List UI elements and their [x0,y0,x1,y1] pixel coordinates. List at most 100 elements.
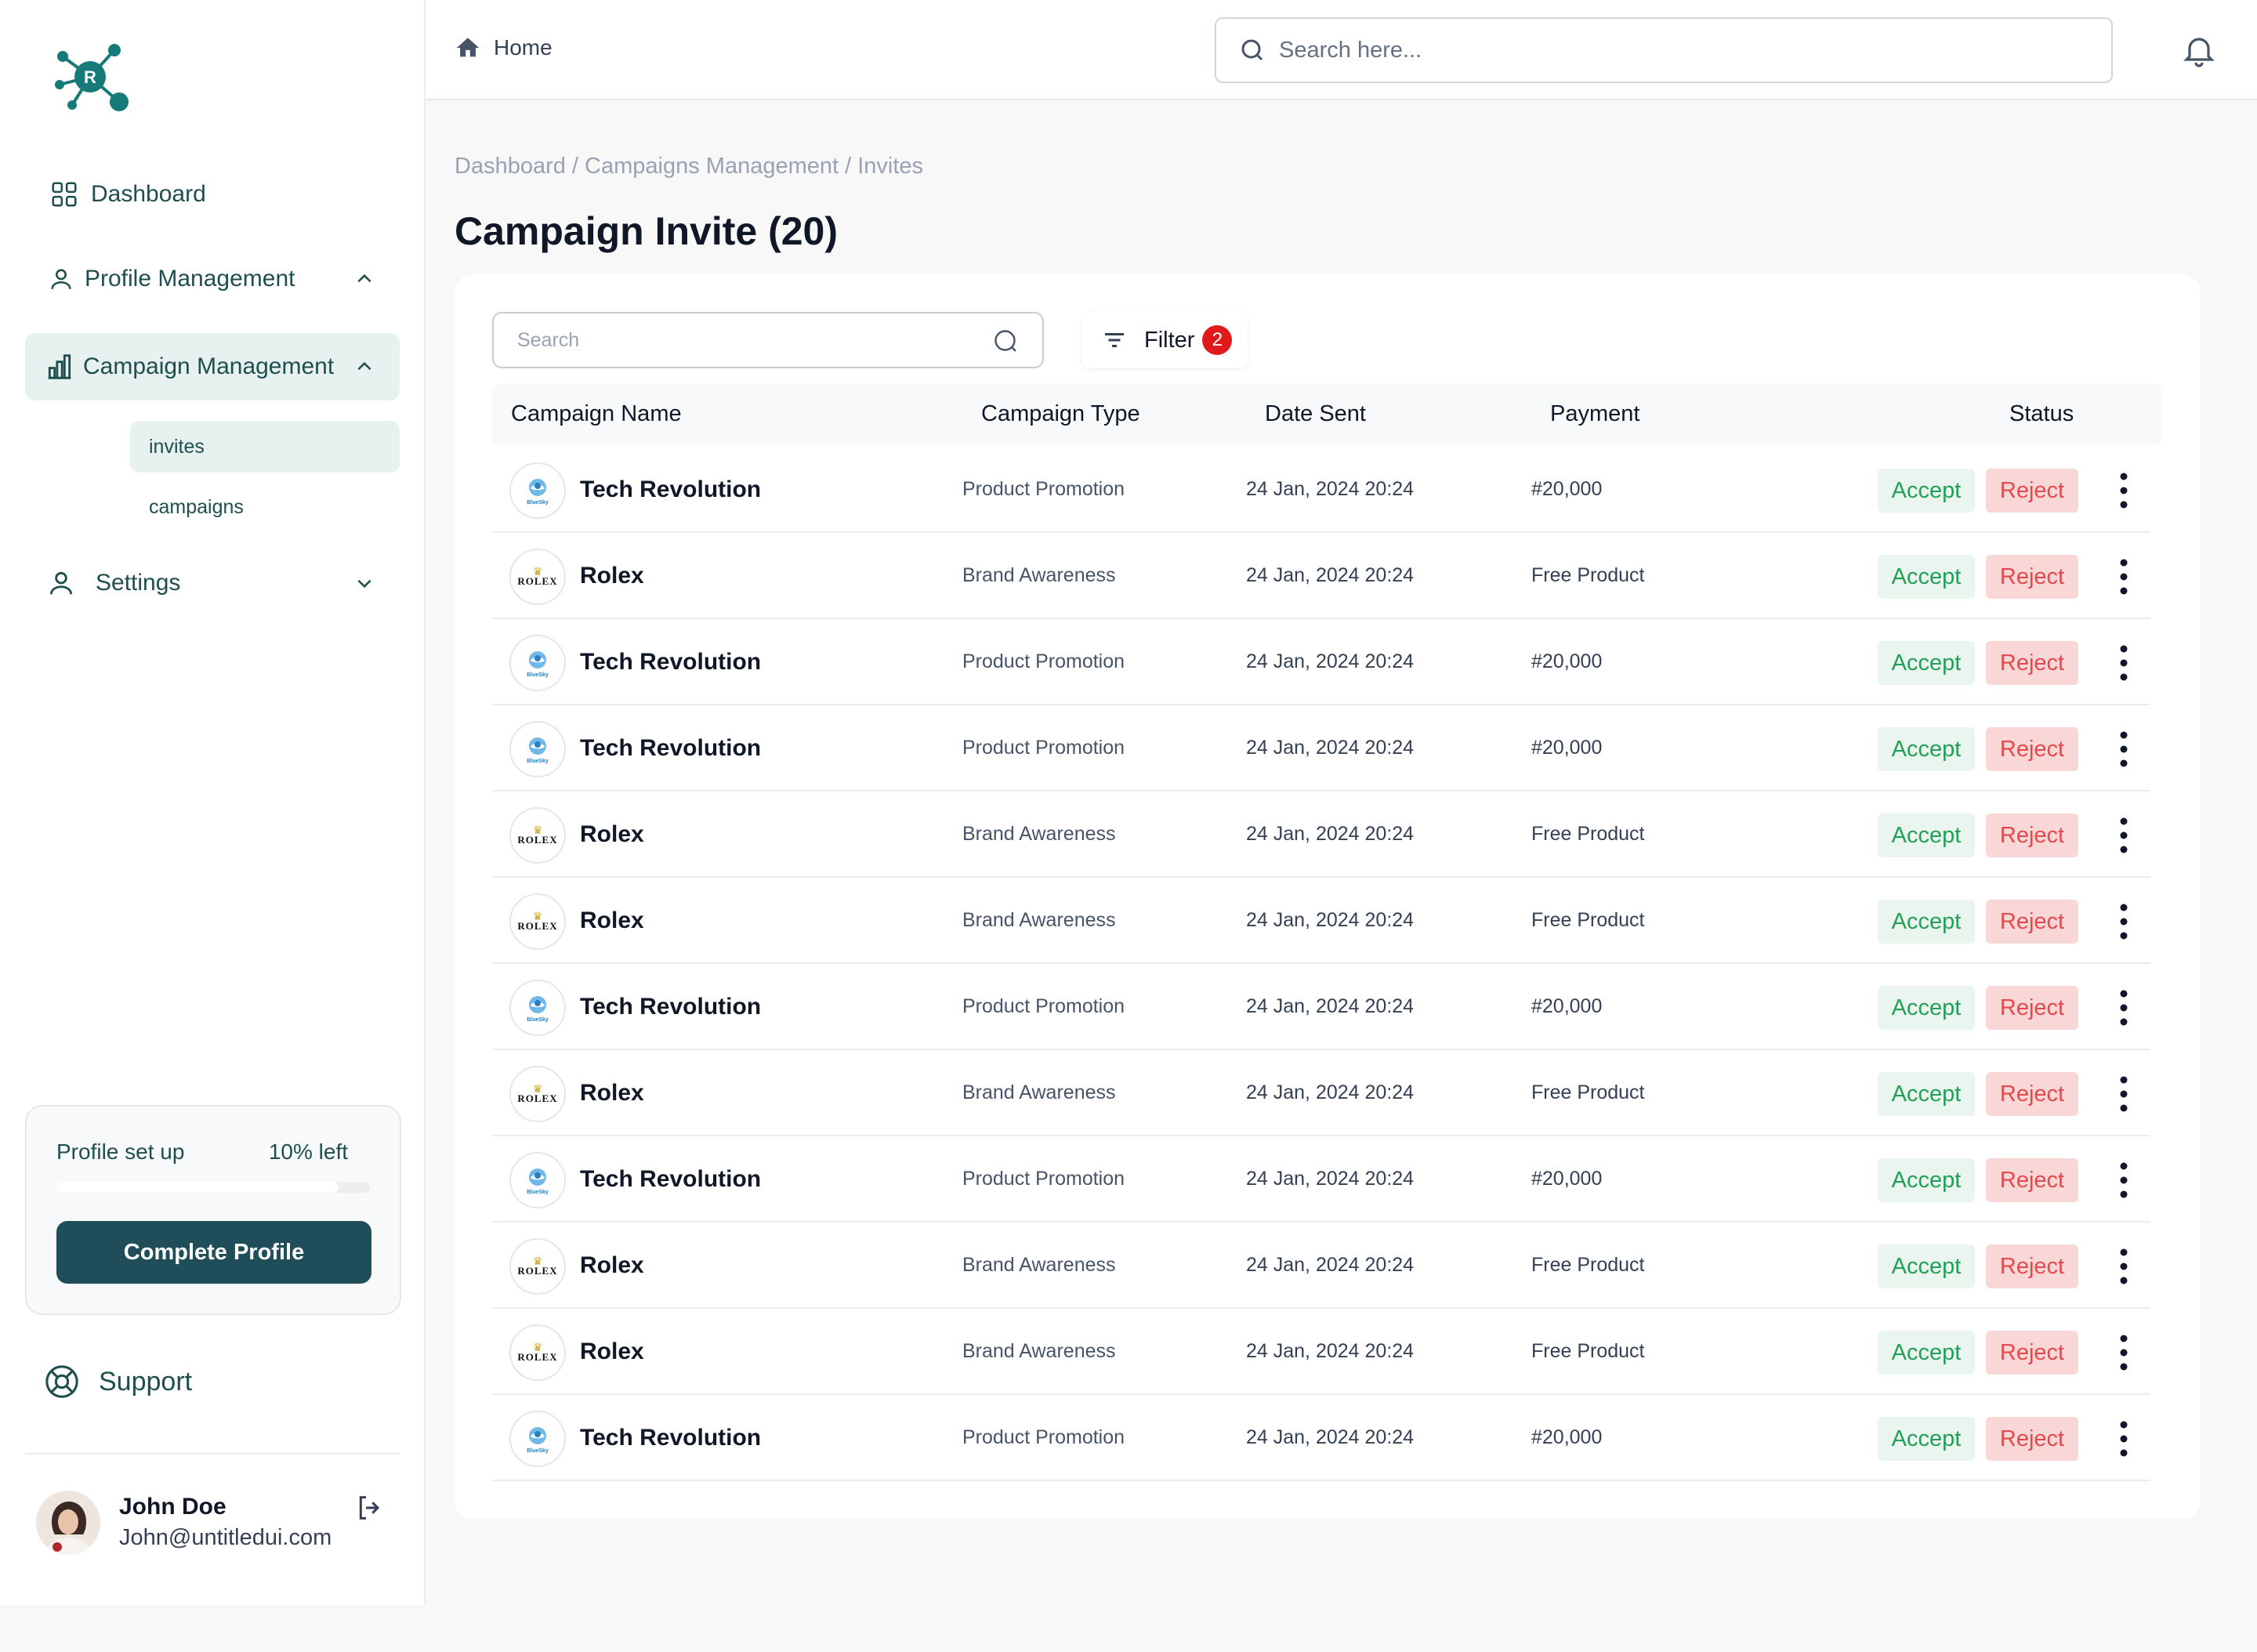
more-vertical-icon[interactable] [2114,641,2133,685]
reject-button[interactable]: Reject [1986,986,2078,1030]
payment: Free Product [1531,1081,1645,1103]
reject-button[interactable]: Reject [1986,469,2078,513]
accept-button[interactable]: Accept [1878,900,1975,944]
accept-button[interactable]: Accept [1878,1158,1975,1202]
table-row[interactable]: BlueSky Tech Revolution Product Promotion 2… [492,1395,2150,1481]
more-vertical-icon[interactable] [2114,813,2133,857]
avatar[interactable] [36,1491,100,1555]
reject-button[interactable]: Reject [1986,900,2078,944]
accept-button[interactable]: Accept [1878,555,1975,599]
reject-button[interactable]: Reject [1986,1417,2078,1461]
filter-button[interactable]: Filter 2 [1081,312,1248,368]
table-row[interactable]: BlueSky Tech Revolution Product Promotion 2… [492,964,2150,1050]
more-vertical-icon[interactable] [2114,1072,2133,1116]
table-row[interactable]: ♛ ROLEX Rolex Brand Awareness 24 Jan, 2024 2… [492,1050,2150,1136]
table-row[interactable]: ♛ ROLEX Rolex Brand Awareness 24 Jan, 2024 2… [492,792,2150,878]
reject-button[interactable]: Reject [1986,1072,2078,1116]
more-vertical-icon[interactable] [2114,1158,2133,1202]
campaign-name[interactable]: Tech Revolution [580,1425,762,1451]
search-icon[interactable] [992,328,1020,356]
table-row[interactable]: ♛ ROLEX Rolex Brand Awareness 24 Jan, 2024 2… [492,1309,2150,1395]
table-row[interactable]: BlueSky Tech Revolution Product Promotion 2… [492,619,2150,705]
nav-settings-label: Settings [96,570,181,596]
campaign-name[interactable]: Rolex [580,1339,644,1364]
reject-button[interactable]: Reject [1986,641,2078,685]
table-row[interactable]: ♛ ROLEX Rolex Brand Awareness 24 Jan, 2024 2… [492,878,2150,964]
column-date-sent[interactable]: Date Sent [1265,401,1366,426]
table-row[interactable]: BlueSky Tech Revolution Product Promotion 2… [492,447,2150,533]
more-vertical-icon[interactable] [2114,1331,2133,1375]
more-vertical-icon[interactable] [2114,900,2133,944]
nav-campaign-management[interactable]: Campaign Management [25,333,400,400]
column-campaign-type[interactable]: Campaign Type [981,401,1140,426]
date-sent: 24 Jan, 2024 20:24 [1246,1340,1415,1362]
column-payment[interactable]: Payment [1550,401,1640,426]
campaign-name[interactable]: Rolex [580,821,644,847]
accept-button[interactable]: Accept [1878,813,1975,857]
table-search-input[interactable] [517,328,972,352]
app-logo[interactable]: R [49,41,132,113]
accept-button[interactable]: Accept [1878,641,1975,685]
nav-settings[interactable]: Settings [25,549,400,617]
accept-button[interactable]: Accept [1878,1417,1975,1461]
column-campaign-name[interactable]: Campaign Name [511,401,682,426]
global-search-input[interactable] [1279,37,2063,63]
complete-profile-button[interactable]: Complete Profile [56,1221,371,1284]
campaign-name[interactable]: Tech Revolution [580,1166,762,1192]
accept-button[interactable]: Accept [1878,727,1975,771]
more-vertical-icon[interactable] [2114,469,2133,513]
more-vertical-icon[interactable] [2114,727,2133,771]
profile-progress-fill [56,1182,339,1193]
nav-dashboard[interactable]: Dashboard [25,161,400,228]
search-icon [1241,39,1263,61]
profile-setup-label: Profile set up [56,1139,185,1164]
nav-campaigns[interactable]: campaigns [130,481,400,533]
more-vertical-icon[interactable] [2114,1244,2133,1288]
reject-button[interactable]: Reject [1986,727,2078,771]
home-label: Home [494,35,552,60]
lifebuoy-icon [45,1365,78,1398]
table-row[interactable]: ♛ ROLEX Rolex Brand Awareness 24 Jan, 2024 2… [492,1223,2150,1309]
campaign-name[interactable]: Tech Revolution [580,476,762,502]
table-search[interactable] [492,312,1044,368]
reject-button[interactable]: Reject [1986,555,2078,599]
support-link[interactable]: Support [44,1364,192,1400]
reject-button[interactable]: Reject [1986,1158,2078,1202]
global-search[interactable] [1215,17,2113,83]
campaign-name[interactable]: Tech Revolution [580,994,762,1020]
campaign-name[interactable]: Tech Revolution [580,649,762,675]
accept-button[interactable]: Accept [1878,1072,1975,1116]
more-vertical-icon[interactable] [2114,986,2133,1030]
table-row[interactable]: BlueSky Tech Revolution Product Promotion 2… [492,1136,2150,1223]
nav-dashboard-label: Dashboard [91,181,206,207]
reject-button[interactable]: Reject [1986,1244,2078,1288]
campaign-name[interactable]: Rolex [580,1080,644,1106]
logout-icon[interactable] [354,1492,386,1523]
accept-button[interactable]: Accept [1878,469,1975,513]
accept-button[interactable]: Accept [1878,1244,1975,1288]
reject-button[interactable]: Reject [1986,1331,2078,1375]
campaign-name[interactable]: Rolex [580,1252,644,1278]
campaign-name[interactable]: Rolex [580,908,644,933]
campaign-name[interactable]: Tech Revolution [580,735,762,761]
more-vertical-icon[interactable] [2114,555,2133,599]
user-profile: John Doe John@untitledui.com [36,1489,397,1560]
crown-icon: ♛ [532,1341,543,1353]
campaign-name[interactable]: Rolex [580,563,644,589]
column-status[interactable]: Status [2009,401,2074,426]
table-row[interactable]: ♛ ROLEX Rolex Brand Awareness 24 Jan, 2024 2… [492,533,2150,619]
breadcrumb[interactable]: Dashboard / Campaigns Management / Invit… [455,154,924,179]
svg-text:BlueSky: BlueSky [527,1190,549,1195]
accept-button[interactable]: Accept [1878,1331,1975,1375]
svg-text:BlueSky: BlueSky [527,1448,549,1454]
crown-icon: ♛ [532,824,543,836]
accept-button[interactable]: Accept [1878,986,1975,1030]
nav-profile-management-label: Profile Management [85,266,295,292]
table-row[interactable]: BlueSky Tech Revolution Product Promotion 2… [492,705,2150,792]
reject-button[interactable]: Reject [1986,813,2078,857]
more-vertical-icon[interactable] [2114,1417,2133,1461]
nav-invites[interactable]: invites [130,421,400,473]
nav-profile-management[interactable]: Profile Management [25,245,400,313]
home-link[interactable]: Home [455,34,552,61]
notification-bell-icon[interactable] [2180,31,2218,69]
